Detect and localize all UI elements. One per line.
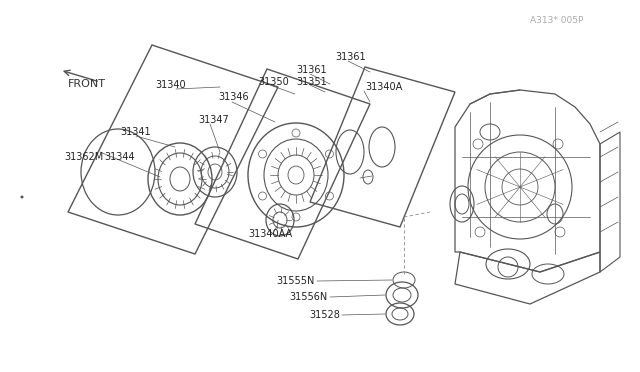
Text: 31362M: 31362M bbox=[64, 152, 103, 162]
Text: 31340AA: 31340AA bbox=[248, 229, 292, 239]
Text: 31350: 31350 bbox=[258, 77, 289, 87]
Text: 31361: 31361 bbox=[335, 52, 365, 62]
Text: 31556N: 31556N bbox=[290, 292, 328, 302]
Text: 31344: 31344 bbox=[104, 152, 134, 162]
Text: 31528: 31528 bbox=[309, 310, 340, 320]
Text: 31361: 31361 bbox=[296, 65, 326, 75]
Text: 31351: 31351 bbox=[296, 77, 327, 87]
Text: FRONT: FRONT bbox=[68, 79, 106, 89]
Text: 31340: 31340 bbox=[155, 80, 186, 90]
Text: 31340A: 31340A bbox=[365, 82, 403, 92]
Circle shape bbox=[20, 196, 24, 199]
Text: 31346: 31346 bbox=[218, 92, 248, 102]
Text: 31555N: 31555N bbox=[276, 276, 315, 286]
Text: 31347: 31347 bbox=[198, 115, 228, 125]
Text: 31341: 31341 bbox=[120, 127, 150, 137]
Text: A313* 005P: A313* 005P bbox=[530, 16, 584, 25]
